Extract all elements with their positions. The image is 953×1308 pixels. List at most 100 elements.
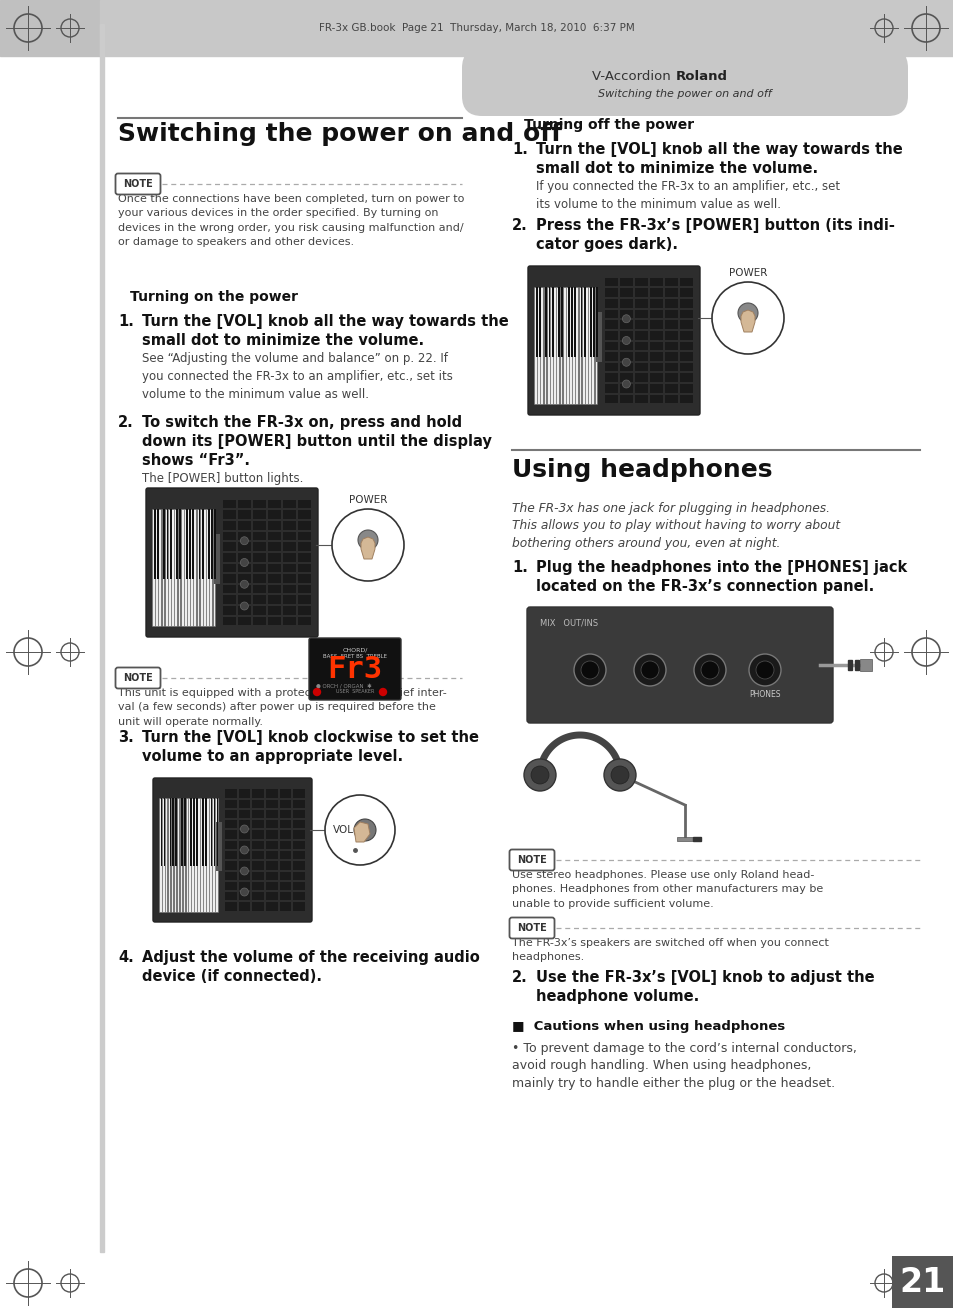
Bar [171,509,173,627]
Bar [163,509,165,579]
Bar [268,543,280,551]
Bar [619,362,632,371]
Bar [225,841,236,849]
Bar [189,798,191,912]
Bar [635,310,647,318]
Circle shape [711,283,783,354]
Bar [176,798,179,912]
Text: BASS  FRET BS  TREBLE: BASS FRET BS TREBLE [323,654,387,659]
Bar [859,659,871,671]
Bar [279,852,291,859]
Bar [619,341,632,351]
Bar [252,841,264,849]
Bar [268,595,280,604]
Bar [293,903,305,910]
Bar [225,871,236,880]
Bar [283,585,295,594]
Bar [223,500,235,509]
Bar [677,837,692,841]
Circle shape [357,530,377,549]
Bar [190,509,193,627]
Bar [252,861,264,870]
Bar [190,798,192,866]
Bar [567,286,569,357]
Bar [186,509,188,579]
Text: NOTE: NOTE [123,674,152,683]
Text: NOTE: NOTE [517,855,546,865]
Bar [203,798,206,912]
Bar [604,341,618,351]
Text: USER  SPEAKER: USER SPEAKER [335,689,374,695]
Bar [536,286,537,357]
Bar [208,509,210,579]
Bar [205,798,207,866]
Bar [293,892,305,900]
Bar [692,837,700,841]
Bar [604,352,618,361]
Bar [619,385,632,392]
Bar [297,564,311,572]
Bar [283,500,295,509]
Bar [225,831,236,838]
Bar [215,821,222,871]
Bar [565,286,568,404]
Bar [176,509,178,579]
Text: Press the FR-3x’s [POWER] button (its indi-
cator goes dark).: Press the FR-3x’s [POWER] button (its in… [536,218,894,252]
Bar [268,531,280,540]
Text: Once the connections have been completed, turn on power to
your various devices : Once the connections have been completed… [118,194,464,247]
Bar [572,286,575,404]
Bar [237,510,251,519]
Bar [266,799,277,808]
Bar [619,352,632,361]
Text: V-Accordion: V-Accordion [592,69,675,82]
Bar [238,831,250,838]
Bar [664,310,678,318]
Bar [283,564,295,572]
Bar [192,509,193,579]
Circle shape [621,315,630,323]
Text: The [POWER] button lights.: The [POWER] button lights. [142,472,303,485]
Bar [268,585,280,594]
Bar [161,509,164,627]
Bar [192,798,193,912]
Bar [590,286,591,357]
Text: ■  Cautions when using headphones: ■ Cautions when using headphones [512,1020,784,1033]
Text: If you connected the FR-3x to an amplifier, etc., set
its volume to the minimum : If you connected the FR-3x to an amplifi… [536,181,840,211]
Bar [175,798,177,866]
Bar [238,903,250,910]
Bar [569,286,571,404]
Polygon shape [740,310,754,332]
Bar [189,509,191,579]
Circle shape [700,661,719,679]
Bar [553,286,556,404]
Bar [664,373,678,382]
Bar [223,574,235,583]
Text: Plug the headphones into the [PHONES] jack
located on the FR-3x’s connection pan: Plug the headphones into the [PHONES] ja… [536,560,906,594]
Bar [268,510,280,519]
Bar [635,341,647,351]
Bar [238,871,250,880]
Bar [649,288,662,297]
Bar [649,277,662,286]
Bar [546,286,549,404]
Bar [593,286,595,357]
Bar [649,362,662,371]
Bar [196,509,199,627]
Bar [679,373,692,382]
FancyBboxPatch shape [461,48,907,116]
Bar [549,286,552,404]
Bar [283,595,295,604]
Bar [283,521,295,530]
Bar [596,286,598,357]
Bar [293,831,305,838]
Bar [223,616,235,625]
Bar [679,341,692,351]
Bar [213,534,219,585]
Text: 4.: 4. [118,950,133,965]
Bar [679,310,692,318]
Text: PHONES: PHONES [748,691,780,698]
FancyBboxPatch shape [309,638,400,700]
Text: Turn the [VOL] knob all the way towards the
small dot to minimize the volume.: Turn the [VOL] knob all the way towards … [536,143,902,177]
Bar [279,790,291,798]
Bar [252,852,264,859]
